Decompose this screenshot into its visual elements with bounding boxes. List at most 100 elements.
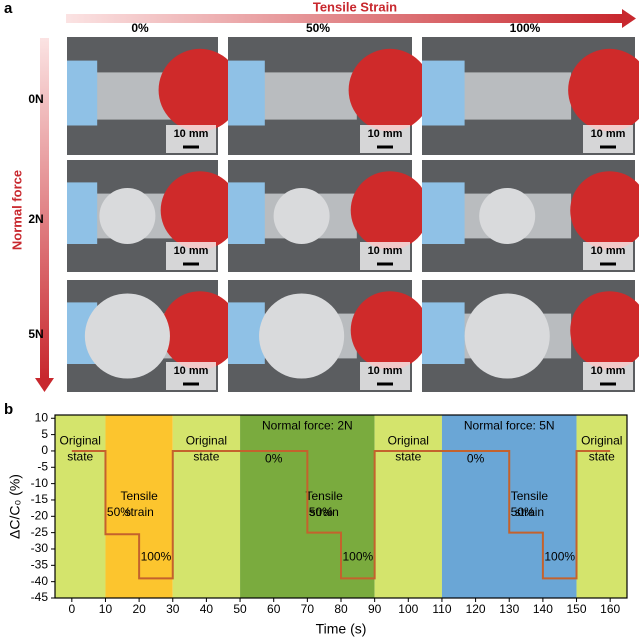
region-label: state bbox=[193, 449, 219, 463]
photo-glove bbox=[228, 182, 265, 244]
row-label: 0N bbox=[28, 92, 43, 106]
series-line bbox=[71, 449, 611, 580]
force-arrow bbox=[40, 38, 49, 378]
scale-bar-label: 10 mm bbox=[591, 365, 626, 377]
annotation: 0% bbox=[467, 451, 485, 465]
scale-bar-label: 10 mm bbox=[368, 365, 403, 377]
scale-bar-label: 10 mm bbox=[174, 365, 209, 377]
y-tick-label: 0 bbox=[41, 443, 48, 457]
region bbox=[172, 415, 241, 598]
photo-glove bbox=[422, 302, 465, 364]
photo-glove bbox=[228, 60, 265, 126]
panel-label: b bbox=[4, 401, 13, 418]
y-tick-label: -40 bbox=[31, 574, 49, 588]
x-tick-label: 80 bbox=[334, 602, 348, 616]
x-tick-label: 150 bbox=[567, 602, 587, 616]
annotation: Tensile bbox=[305, 489, 343, 503]
region-label: Original bbox=[581, 433, 622, 447]
x-tick-label: 130 bbox=[499, 602, 519, 616]
photo-weight bbox=[479, 188, 536, 244]
photo-clamp bbox=[570, 171, 639, 250]
photo-clamp bbox=[160, 291, 240, 370]
region bbox=[55, 415, 106, 598]
photo-weight bbox=[259, 293, 345, 379]
column-label: 0% bbox=[131, 21, 149, 35]
scale-bar-label: 10 mm bbox=[591, 128, 626, 140]
photo-weight bbox=[464, 293, 550, 379]
panel-a: a Tensile Strain Normal force 0% 50% 100% 0… bbox=[4, 0, 639, 392]
x-tick-label: 30 bbox=[166, 602, 180, 616]
region bbox=[576, 415, 627, 598]
x-tick-label: 140 bbox=[533, 602, 553, 616]
x-tick-label: 160 bbox=[600, 602, 620, 616]
photo-glove bbox=[422, 182, 465, 244]
photo-glove bbox=[422, 60, 465, 126]
y-tick-label: -35 bbox=[31, 557, 49, 571]
region-label: state bbox=[67, 449, 93, 463]
y-tick-label: -30 bbox=[31, 541, 49, 555]
x-tick-label: 10 bbox=[99, 602, 113, 616]
annotation: 0% bbox=[265, 451, 283, 465]
photo-clamp bbox=[158, 48, 242, 132]
panel-b: b Original state Tensile strain Original state… bbox=[4, 401, 628, 637]
strain-arrow bbox=[66, 14, 622, 23]
photo-glove bbox=[228, 302, 265, 364]
x-tick-label: 20 bbox=[132, 602, 146, 616]
y-tick-label: -5 bbox=[37, 459, 48, 473]
y-axis-label: ΔC/C₀ (%) bbox=[7, 474, 23, 539]
annotation: 50% bbox=[107, 505, 131, 519]
x-tick-label: 40 bbox=[200, 602, 214, 616]
annotation: 50% bbox=[511, 505, 535, 519]
region-label: state bbox=[395, 449, 421, 463]
y-tick-label: -20 bbox=[31, 508, 49, 522]
photo-clamp bbox=[350, 171, 430, 250]
region-label: Normal force: 5N bbox=[464, 419, 555, 433]
x-tick-label: 100 bbox=[398, 602, 418, 616]
annotation: strain bbox=[515, 505, 544, 519]
photo-weight bbox=[99, 188, 156, 244]
x-tick-label: 50 bbox=[233, 602, 247, 616]
photo-glove bbox=[67, 60, 98, 126]
photo-clamp bbox=[568, 48, 639, 132]
annotation: strain bbox=[310, 505, 339, 519]
y-tick-label: -25 bbox=[31, 525, 49, 539]
y-tick-label: -10 bbox=[31, 476, 49, 490]
photo-clamp bbox=[570, 291, 639, 370]
y-tick-label: -15 bbox=[31, 492, 49, 506]
x-tick-label: 110 bbox=[432, 602, 451, 616]
x-tick-label: 60 bbox=[267, 602, 281, 616]
arrow-head bbox=[35, 378, 54, 392]
scale-bar-label: 10 mm bbox=[368, 128, 403, 140]
annotation: 100% bbox=[342, 549, 373, 563]
photo-clamp bbox=[348, 48, 432, 132]
row-label: 2N bbox=[28, 212, 43, 226]
photo-glove bbox=[67, 182, 98, 244]
row-axis-title: Normal force bbox=[9, 170, 24, 250]
region-label: strain bbox=[124, 505, 153, 519]
x-tick-label: 90 bbox=[368, 602, 382, 616]
y-tick-label: 5 bbox=[41, 427, 48, 441]
panel-label: a bbox=[4, 0, 13, 17]
photo-clamp bbox=[350, 291, 430, 370]
annotation: 50% bbox=[309, 505, 333, 519]
scale-bar-label: 10 mm bbox=[368, 245, 403, 257]
arrow-head bbox=[622, 9, 636, 28]
y-tick-label: -45 bbox=[31, 590, 49, 604]
photo-clamp bbox=[160, 171, 240, 250]
scale-bar-label: 10 mm bbox=[591, 245, 626, 257]
region-label: state bbox=[589, 449, 615, 463]
region-label: Original bbox=[186, 433, 227, 447]
axis-title: Tensile Strain bbox=[313, 0, 397, 14]
x-axis-label: Time (s) bbox=[316, 621, 367, 637]
x-tick-label: 120 bbox=[466, 602, 486, 616]
region-label: Normal force: 2N bbox=[262, 419, 353, 433]
scale-bar-label: 10 mm bbox=[174, 128, 209, 140]
annotation: Tensile bbox=[511, 489, 549, 503]
column-label: 100% bbox=[510, 21, 541, 35]
scale-bar-label: 10 mm bbox=[174, 245, 209, 257]
row-label: 5N bbox=[28, 327, 43, 341]
region-label: Original bbox=[60, 433, 101, 447]
photo-weight bbox=[273, 188, 330, 244]
annotation: 100% bbox=[544, 549, 575, 563]
